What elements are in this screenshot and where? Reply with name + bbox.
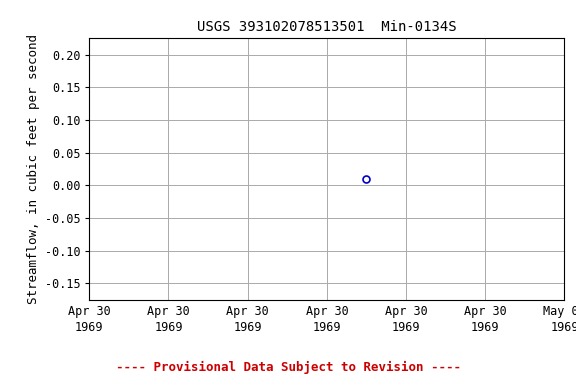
Text: ---- Provisional Data Subject to Revision ----: ---- Provisional Data Subject to Revisio… [116, 361, 460, 374]
Title: USGS 393102078513501  Min-0134S: USGS 393102078513501 Min-0134S [197, 20, 457, 35]
Y-axis label: Streamflow, in cubic feet per second: Streamflow, in cubic feet per second [28, 34, 40, 304]
